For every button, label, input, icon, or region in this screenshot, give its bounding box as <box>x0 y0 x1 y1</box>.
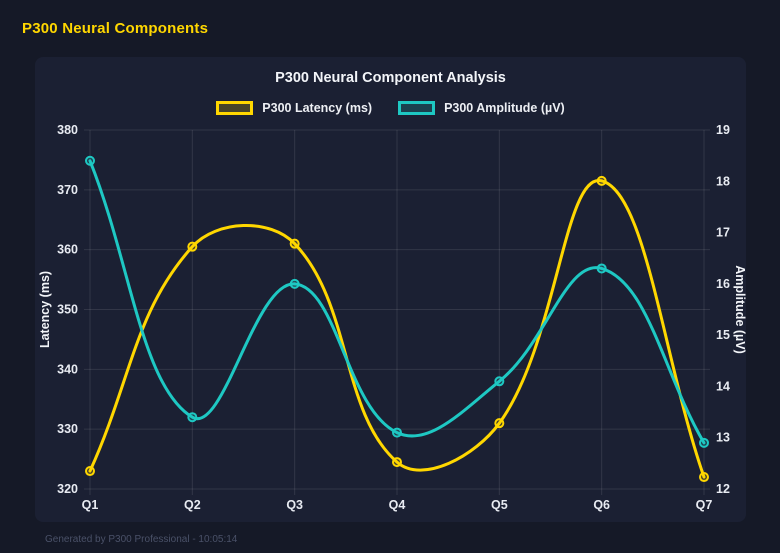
series-p300-latency-ms <box>85 175 709 483</box>
y-axis-left-title: Latency (ms) <box>38 271 52 348</box>
svg-text:370: 370 <box>57 183 78 197</box>
svg-text:Q3: Q3 <box>286 498 303 512</box>
chart-title: P300 Neural Component Analysis <box>275 70 506 86</box>
legend-label: P300 Amplitude (µV) <box>444 101 565 115</box>
svg-text:15: 15 <box>716 328 730 342</box>
svg-text:Q5: Q5 <box>491 498 508 512</box>
data-point <box>85 466 95 477</box>
data-point <box>699 472 709 483</box>
chart-legend: P300 Latency (ms) P300 Amplitude (µV) <box>35 101 746 115</box>
svg-text:Q6: Q6 <box>593 498 610 512</box>
svg-text:380: 380 <box>57 123 78 137</box>
svg-text:16: 16 <box>716 277 730 291</box>
legend-item-p300-latency-ms[interactable]: P300 Latency (ms) <box>216 101 372 115</box>
svg-text:330: 330 <box>57 422 78 436</box>
data-point <box>187 412 198 423</box>
legend-label: P300 Latency (ms) <box>262 101 373 115</box>
svg-text:19: 19 <box>716 123 730 137</box>
page-title: P300 Neural Components <box>22 20 209 37</box>
data-point <box>494 376 505 387</box>
data-point <box>85 155 95 166</box>
svg-text:14: 14 <box>716 379 730 393</box>
y-axis-left-ticks: 320 330 340 350 360 370 380 <box>57 123 78 496</box>
series-p300-amplitude-v <box>85 155 709 448</box>
data-point <box>699 437 709 448</box>
chart-panel: P300 Neural Component Analysis P300 Late… <box>35 57 746 522</box>
footer-note: Generated by P300 Professional - 10:05:1… <box>45 534 238 545</box>
data-point <box>289 278 300 289</box>
data-point <box>392 457 402 468</box>
svg-text:18: 18 <box>716 174 730 188</box>
data-point <box>392 427 402 438</box>
svg-text:360: 360 <box>57 243 78 257</box>
svg-text:Q4: Q4 <box>389 498 406 512</box>
y-axis-right-ticks: 12 13 14 15 16 17 18 19 <box>716 123 730 496</box>
x-axis-ticks: Q1 Q2 Q3 Q4 Q5 Q6 Q7 <box>82 498 713 512</box>
svg-text:17: 17 <box>716 226 730 240</box>
svg-text:320: 320 <box>57 482 78 496</box>
legend-swatch <box>216 101 254 115</box>
legend-swatch <box>398 101 436 115</box>
data-point <box>289 238 300 249</box>
data-point <box>596 263 607 274</box>
data-point <box>494 418 505 429</box>
data-point <box>187 241 198 252</box>
grid-lines <box>84 129 710 495</box>
svg-text:12: 12 <box>716 482 730 496</box>
svg-text:340: 340 <box>57 362 78 376</box>
svg-text:Q7: Q7 <box>696 498 713 512</box>
svg-text:Q1: Q1 <box>82 498 99 512</box>
legend-item-p300-amplitude-v[interactable]: P300 Amplitude (µV) <box>398 101 565 115</box>
y-axis-right-title: Amplitude (µV) <box>733 265 746 353</box>
svg-text:350: 350 <box>57 303 78 317</box>
data-point <box>596 175 607 186</box>
svg-text:Q2: Q2 <box>184 498 201 512</box>
svg-text:13: 13 <box>716 431 730 445</box>
